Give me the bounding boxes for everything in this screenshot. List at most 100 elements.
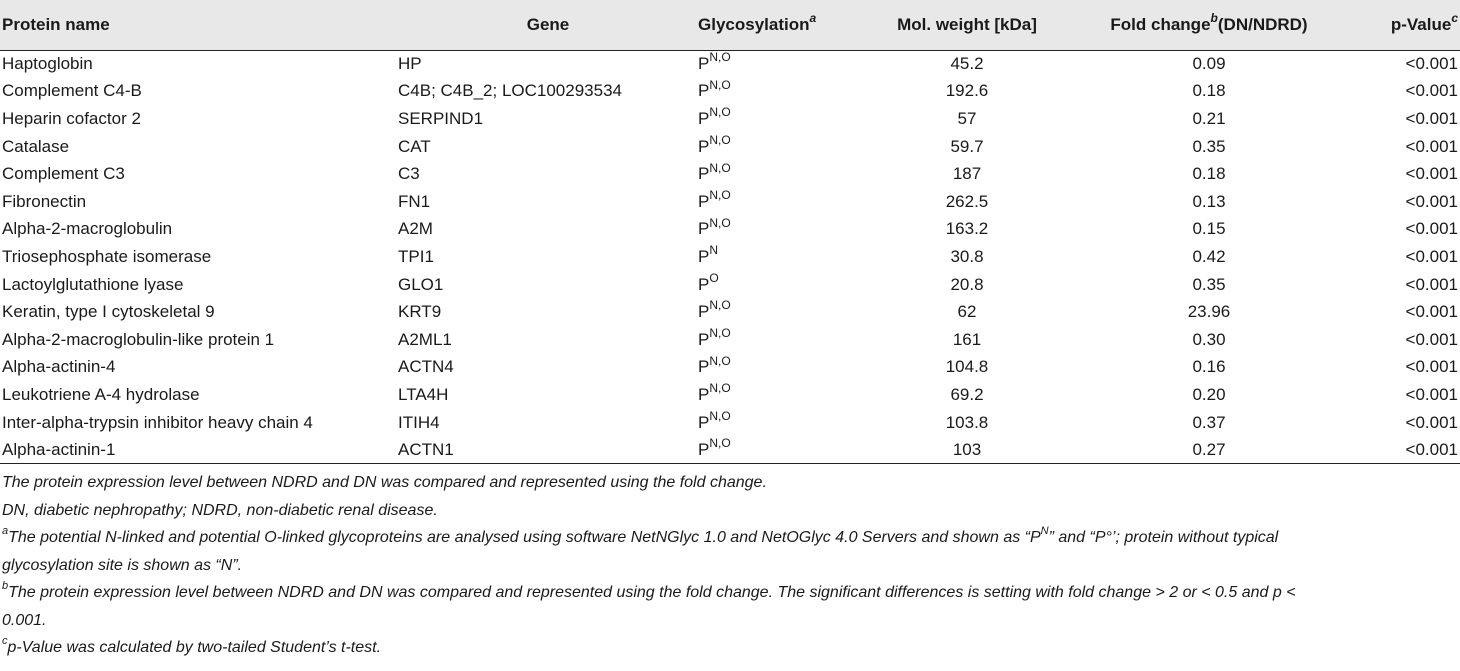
table-row: Leukotriene A-4 hydrolase LTA4H PN,O 69.2 0.… <box>0 381 1460 409</box>
cell-mol-weight: 103.8 <box>945 412 989 432</box>
footnote-a-cont: glycosylation site is shown as “N”. <box>2 556 243 574</box>
cell-protein-name: Complement C3 <box>2 164 125 184</box>
cell-p-value: <0.001 <box>1405 302 1458 322</box>
table-body: Haptoglobin HP PN,O 45.2 0.09 <0.001 Complemen… <box>0 50 1460 465</box>
cell-mol-weight: 103 <box>838 436 1096 465</box>
cell-protein-name: Alpha-actinin-4 <box>2 357 116 377</box>
cell-p-value: <0.001 <box>1405 274 1458 294</box>
cell-gene: FN1 <box>398 191 431 211</box>
cell-glycosylation: PN,O <box>698 326 731 349</box>
table-row: Fibronectin FN1 PN,O 262.5 0.13 <0.001 <box>0 188 1460 216</box>
cell-gene: CAT <box>398 136 431 156</box>
cell-mol-weight: 57 <box>957 108 977 128</box>
footnote-marker-a: a <box>809 11 817 26</box>
cell-mol-weight: 30.8 <box>950 246 984 266</box>
cell-protein-name: Keratin, type I cytoskeletal 9 <box>2 302 215 322</box>
table-row: Haptoglobin HP PN,O 45.2 0.09 <0.001 <box>0 50 1460 78</box>
cell-fold-change: 0.37 <box>1192 412 1226 432</box>
cell-protein-name: Leukotriene A-4 hydrolase <box>2 384 200 404</box>
cell-glycosylation: PN,O <box>698 132 731 156</box>
cell-fold-change: 0.18 <box>1192 81 1226 101</box>
table-row: Alpha-2-macroglobulin-like protein 1 A2ML… <box>0 326 1460 354</box>
table-row: Lactoylglutathione lyase GLO1 PO 20.8 0.35 <0… <box>0 271 1460 299</box>
cell-protein-name: Lactoylglutathione lyase <box>2 274 184 294</box>
footnote-line-1: The protein expression level between NDR… <box>2 474 767 491</box>
cell-fold-change: 0.20 <box>1192 384 1226 404</box>
cell-glycosylation: PN,O <box>698 215 731 239</box>
table-row: Alpha-actinin-1 ACTN1 PN,O 103 0.27 <0.001 <box>0 436 1460 465</box>
table-row: Catalase CAT PN,O 59.7 0.35 <0.001 <box>0 133 1460 161</box>
cell-mol-weight: 161 <box>952 329 982 349</box>
cell-fold-change: 0.18 <box>1192 164 1226 184</box>
cell-fold-change: 0.27 <box>1096 436 1322 465</box>
cell-protein-name: Alpha-2-macroglobulin-like protein 1 <box>2 329 275 349</box>
cell-gene: GLO1 <box>398 274 444 294</box>
cell-fold-change: 0.16 <box>1192 357 1226 377</box>
cell-mol-weight: 262.5 <box>945 191 989 211</box>
footnote-line-2: DN, diabetic nephropathy; NDRD, non-diab… <box>2 501 438 519</box>
cell-gene: SERPIND1 <box>398 108 484 128</box>
table-row: Alpha-actinin-4 ACTN4 PN,O 104.8 0.16 <0.001 <box>0 354 1460 382</box>
header-gene: Gene <box>398 0 698 51</box>
cell-gene: TPI1 <box>398 246 434 266</box>
header-p-value: p-Valuec <box>1322 0 1460 51</box>
table-row: Complement C4-B C4B; C4B_2; LOC100293534 P… <box>0 78 1460 106</box>
cell-glycosylation: PN,O <box>698 105 731 128</box>
cell-fold-change: 0.15 <box>1192 219 1226 239</box>
cell-glycosylation: PN,O <box>698 381 731 404</box>
cell-mol-weight: 59.7 <box>950 136 984 156</box>
cell-mol-weight: 192.6 <box>945 81 989 101</box>
cell-p-value: <0.001 <box>1405 384 1458 404</box>
cell-p-value: <0.001 <box>1405 219 1458 239</box>
cell-protein-name: Haptoglobin <box>2 54 93 74</box>
cell-mol-weight: 69.2 <box>950 384 984 404</box>
cell-gene: ACTN1 <box>398 436 698 465</box>
cell-glycosylation: PN <box>698 243 719 266</box>
table-row: Complement C3 C3 PN,O 187 0.18 <0.001 <box>0 160 1460 188</box>
cell-p-value: <0.001 <box>1322 436 1460 465</box>
cell-protein-name: Alpha-actinin-1 <box>0 436 398 465</box>
cell-p-value: <0.001 <box>1405 246 1458 266</box>
cell-protein-name: Catalase <box>2 136 70 156</box>
cell-mol-weight: 45.2 <box>950 54 984 74</box>
cell-mol-weight: 104.8 <box>945 357 989 377</box>
cell-gene: HP <box>398 54 422 74</box>
cell-gene: C3 <box>398 164 420 184</box>
table-header-row: Protein name Gene Glycosylationa Mol. we… <box>0 0 1460 51</box>
footnote-b-cont: 0.001. <box>2 611 47 629</box>
cell-gene: A2ML1 <box>398 329 452 349</box>
table-row: Alpha-2-macroglobulin A2M PN,O 163.2 0.15 <0.… <box>0 216 1460 244</box>
cell-glycosylation: PO <box>698 270 719 294</box>
cell-p-value: <0.001 <box>1405 108 1458 128</box>
header-mol-weight: Mol. weight [kDa] <box>838 0 1096 51</box>
table-row: Keratin, type I cytoskeletal 9 KRT9 PN,O 62… <box>0 298 1460 326</box>
footnote-marker-c: c <box>1451 11 1458 26</box>
header-fold-change: Fold changeb(DN/NDRD) <box>1096 0 1322 51</box>
cell-gene: LTA4H <box>398 384 449 404</box>
table-row: Inter-alpha-trypsin inhibitor heavy chai… <box>0 409 1460 437</box>
table-footnotes: The protein expression level between NDR… <box>0 469 1460 662</box>
footnote-a: aThe potential N-linked and potential O-… <box>2 524 1279 546</box>
cell-fold-change: 23.96 <box>1187 302 1231 322</box>
cell-glycosylation: PN,O <box>698 160 731 184</box>
cell-mol-weight: 62 <box>957 302 977 322</box>
cell-p-value: <0.001 <box>1405 357 1458 377</box>
cell-gene: ITIH4 <box>398 412 440 432</box>
cell-fold-change: 0.21 <box>1192 108 1226 128</box>
cell-fold-change: 0.35 <box>1192 274 1226 294</box>
cell-protein-name: Heparin cofactor 2 <box>2 108 141 128</box>
cell-glycosylation: PN,O <box>698 353 731 377</box>
footnote-marker-b: b <box>1210 11 1218 26</box>
footnote-c: cp-Value was calculated by two-tailed St… <box>2 634 382 656</box>
cell-fold-change: 0.35 <box>1192 136 1226 156</box>
cell-p-value: <0.001 <box>1405 81 1458 101</box>
cell-p-value: <0.001 <box>1405 136 1458 156</box>
header-protein-name: Protein name <box>0 0 398 51</box>
cell-p-value: <0.001 <box>1405 412 1458 432</box>
cell-p-value: <0.001 <box>1405 164 1458 184</box>
cell-glycosylation: PN,O <box>698 188 731 211</box>
cell-gene: KRT9 <box>398 302 442 322</box>
cell-protein-name: Alpha-2-macroglobulin <box>2 219 173 239</box>
cell-fold-change: 0.30 <box>1192 329 1226 349</box>
